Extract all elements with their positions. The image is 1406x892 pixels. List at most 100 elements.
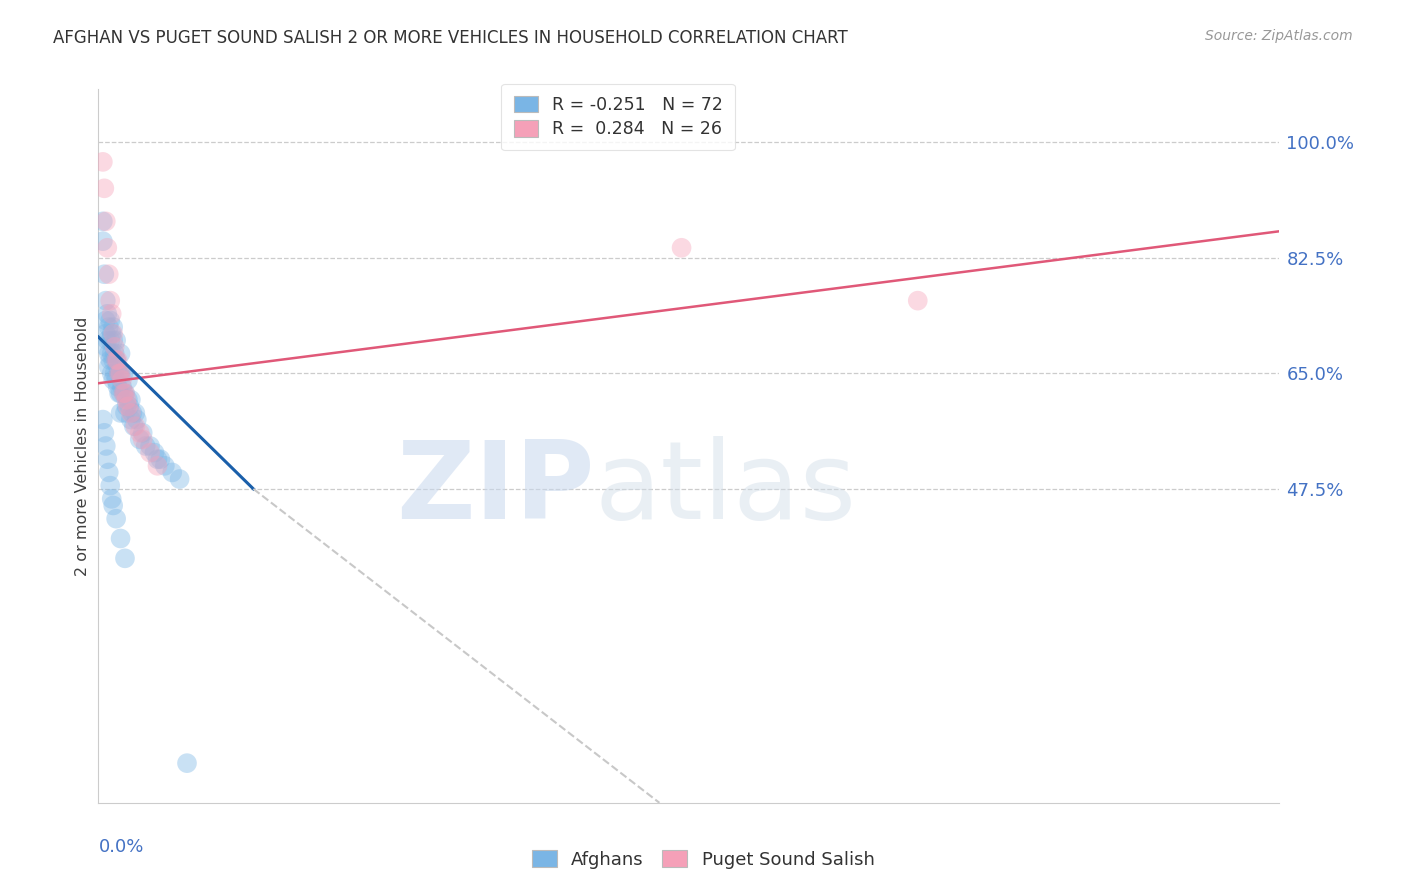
Point (98, 313, 121, 327)
Point (103, 353, 125, 368)
Point (110, 367, 132, 381)
Point (103, 499, 125, 513)
Point (94, 439, 117, 453)
Text: Source: ZipAtlas.com: Source: ZipAtlas.com (1205, 29, 1353, 43)
Point (104, 367, 127, 381)
Y-axis label: 2 or more Vehicles in Household: 2 or more Vehicles in Household (75, 317, 90, 575)
Point (97, 359, 120, 374)
Point (104, 340, 127, 354)
Point (107, 359, 129, 374)
Point (176, 756, 198, 771)
Point (125, 412, 148, 426)
Point (104, 346, 127, 360)
Point (110, 346, 132, 360)
Point (139, 445, 162, 459)
Point (114, 406, 136, 420)
Point (97, 267, 120, 281)
Point (98, 333, 121, 347)
Point (153, 458, 176, 473)
Legend: Afghans, Puget Sound Salish: Afghans, Puget Sound Salish (524, 843, 882, 876)
Point (111, 379, 134, 393)
Point (91, 234, 114, 248)
Text: 0.0%: 0.0% (98, 838, 143, 856)
Point (97, 346, 120, 360)
Point (132, 425, 155, 440)
Point (103, 326, 125, 341)
Point (96, 452, 118, 467)
Point (114, 551, 136, 566)
Point (108, 386, 131, 401)
Point (110, 532, 132, 546)
Point (124, 419, 146, 434)
Point (107, 353, 129, 368)
Point (107, 379, 129, 393)
Point (108, 367, 131, 381)
Point (139, 439, 162, 453)
Point (103, 320, 125, 334)
Point (146, 458, 169, 473)
Point (100, 307, 122, 321)
Point (135, 439, 157, 453)
Point (97, 466, 120, 480)
Point (112, 386, 135, 401)
Point (94, 313, 117, 327)
Point (671, 241, 693, 255)
Point (91, 154, 114, 169)
Point (162, 466, 183, 480)
Point (115, 392, 138, 407)
Point (111, 373, 134, 387)
Point (100, 326, 122, 341)
Point (96, 307, 118, 321)
Point (128, 433, 150, 447)
Point (128, 425, 150, 440)
Point (114, 386, 136, 401)
Point (114, 386, 136, 401)
Point (120, 406, 142, 420)
Text: atlas: atlas (595, 436, 856, 541)
Point (100, 367, 122, 381)
Point (120, 392, 142, 407)
Point (118, 400, 141, 414)
Point (117, 392, 139, 407)
Point (94, 326, 117, 341)
Point (103, 373, 125, 387)
Point (132, 433, 155, 447)
Point (112, 367, 135, 381)
Point (100, 491, 122, 506)
Point (94, 340, 117, 354)
Point (93, 267, 115, 281)
Point (143, 445, 166, 459)
Point (96, 333, 118, 347)
Text: AFGHAN VS PUGET SOUND SALISH 2 OR MORE VEHICLES IN HOUSEHOLD CORRELATION CHART: AFGHAN VS PUGET SOUND SALISH 2 OR MORE V… (53, 29, 848, 46)
Point (98, 478, 121, 492)
Point (96, 241, 118, 255)
Point (169, 472, 191, 486)
Point (97, 320, 120, 334)
Point (110, 406, 132, 420)
Point (91, 412, 114, 426)
Point (100, 346, 122, 360)
Point (122, 419, 145, 434)
Legend: R = -0.251   N = 72, R =  0.284   N = 26: R = -0.251 N = 72, R = 0.284 N = 26 (502, 84, 735, 151)
Point (93, 181, 115, 195)
Point (112, 386, 135, 401)
Point (105, 511, 128, 525)
Point (91, 214, 114, 228)
Point (105, 373, 128, 387)
Point (105, 353, 128, 368)
Point (120, 412, 142, 426)
Point (105, 353, 128, 368)
Point (108, 367, 131, 381)
Text: ZIP: ZIP (396, 436, 595, 541)
Point (94, 214, 117, 228)
Point (110, 386, 132, 401)
Point (98, 353, 121, 368)
Point (115, 400, 138, 414)
Point (110, 367, 132, 381)
Point (105, 333, 128, 347)
Point (121, 406, 143, 420)
Point (94, 293, 117, 308)
Point (98, 293, 121, 308)
Point (93, 425, 115, 440)
Point (149, 452, 172, 467)
